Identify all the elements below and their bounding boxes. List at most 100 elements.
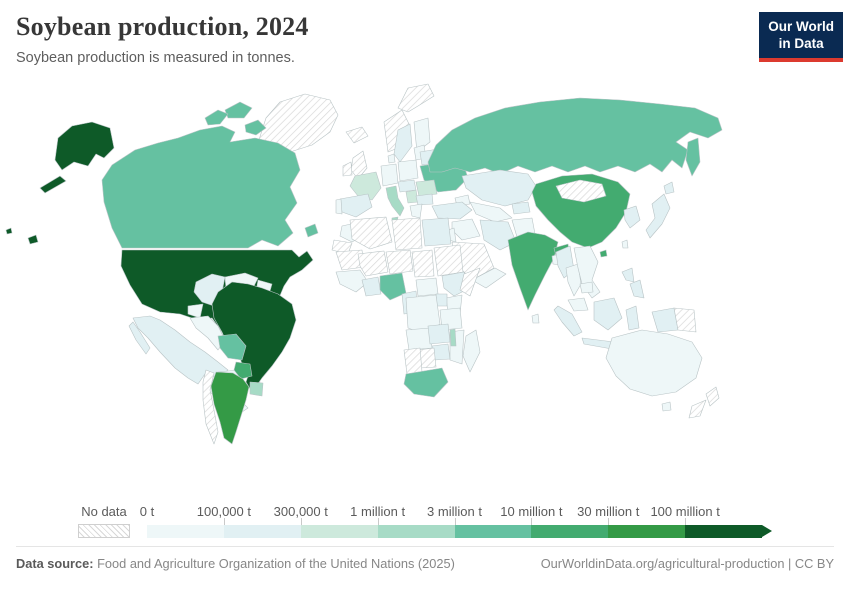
legend-bin-b3[interactable]: 1 million t (350, 504, 455, 538)
country-baja[interactable] (128, 321, 151, 355)
country-malaysia[interactable] (567, 297, 589, 312)
country-newfoundland[interactable] (304, 223, 319, 238)
country-canada[interactable] (101, 125, 301, 249)
country-philippines[interactable] (621, 267, 635, 283)
country-kamchatka[interactable] (685, 137, 701, 177)
country-italy[interactable] (385, 185, 405, 217)
country-uganda[interactable] (435, 293, 448, 307)
country-taiwan[interactable] (621, 239, 629, 249)
country-iran[interactable] (479, 219, 517, 251)
country-west-papua[interactable] (651, 307, 679, 333)
country-bolivia[interactable] (217, 333, 247, 361)
country-iceland[interactable] (345, 126, 369, 144)
country-russia[interactable] (427, 97, 723, 175)
country-canada-arctic[interactable] (224, 101, 253, 119)
legend-bin-label: 10 million t (500, 504, 563, 519)
country-zambia[interactable] (427, 323, 451, 345)
country-new-zealand-north[interactable] (705, 386, 720, 407)
country-uzbekistan[interactable] (469, 201, 513, 223)
country-egypt[interactable] (421, 217, 452, 247)
country-poland[interactable] (397, 159, 419, 182)
country-india[interactable] (507, 231, 559, 311)
country-japan[interactable] (645, 193, 671, 239)
country-malawi[interactable] (449, 328, 457, 347)
country-cambodia[interactable] (579, 281, 594, 294)
country-france[interactable] (349, 171, 382, 201)
country-romania[interactable] (415, 179, 438, 197)
country-south-africa[interactable] (403, 367, 449, 398)
legend-bin-b5[interactable]: 10 million t (500, 504, 609, 538)
country-madagascar[interactable] (462, 329, 481, 373)
footer-link[interactable]: OurWorldinData.org/agricultural-producti… (540, 556, 834, 571)
legend-bin-label: 3 million t (427, 504, 482, 519)
country-ghana-togo-benin[interactable] (361, 276, 382, 297)
country-namibia[interactable] (403, 347, 423, 375)
country-canada-arctic[interactable] (204, 109, 229, 126)
country-turkey[interactable] (431, 201, 473, 220)
country-aleutians[interactable] (39, 175, 67, 194)
country-chile[interactable] (202, 369, 219, 445)
country-spain[interactable] (339, 193, 373, 218)
legend-bin-b4[interactable]: 3 million t (427, 504, 532, 538)
country-hokkaido[interactable] (663, 181, 675, 195)
country-somalia[interactable] (459, 267, 481, 297)
country-ireland[interactable] (342, 161, 353, 177)
chart-footer: Data source: Food and Agriculture Organi… (16, 546, 834, 571)
country-new-zealand-south[interactable] (688, 399, 707, 419)
country-argentina[interactable] (210, 371, 250, 445)
country-sri-lanka[interactable] (531, 313, 540, 324)
country-uruguay[interactable] (249, 381, 264, 397)
country-korea[interactable] (623, 205, 641, 229)
country-sweden[interactable] (393, 123, 413, 163)
country-kyrgyzstan[interactable] (511, 201, 531, 215)
country-kazakhstan[interactable] (461, 169, 537, 207)
country-chad[interactable] (411, 249, 435, 278)
country-bulgaria[interactable] (415, 193, 434, 206)
country-portugal[interactable] (335, 198, 343, 215)
owid-logo[interactable]: Our World in Data (759, 12, 843, 62)
country-algeria[interactable] (349, 216, 393, 250)
country-nigeria[interactable] (379, 272, 407, 301)
country-alaska[interactable] (54, 121, 115, 171)
country-sudan[interactable] (433, 244, 464, 277)
legend-bin-b0[interactable]: 0 t (140, 504, 224, 538)
country-libya[interactable] (391, 217, 423, 251)
country-finland[interactable] (413, 117, 431, 153)
country-greece[interactable] (409, 203, 423, 219)
country-car[interactable] (415, 277, 439, 297)
country-niger[interactable] (385, 249, 414, 275)
country-vietnam[interactable] (573, 245, 601, 299)
country-sumatra[interactable] (553, 305, 583, 337)
country-borneo[interactable] (593, 297, 623, 331)
country-png[interactable] (673, 307, 697, 333)
country-mongolia[interactable] (555, 179, 607, 203)
country-hungary[interactable] (397, 179, 417, 193)
legend-no-data[interactable]: No data (78, 504, 130, 538)
country-germany[interactable] (380, 163, 399, 187)
legend-bin-b7[interactable]: 100 million t (650, 504, 762, 538)
legend-bin-b2[interactable]: 300,000 t (274, 504, 378, 538)
country-tasmania[interactable] (661, 401, 672, 412)
country-canada-arctic[interactable] (244, 119, 267, 136)
map-legend: No data 0 t 100,000 t 300,000 t 1 million t… (0, 492, 850, 538)
country-hainan[interactable] (599, 249, 608, 258)
chart-header: Soybean production, 2024 Soybean product… (0, 0, 850, 66)
country-denmark[interactable] (387, 153, 396, 164)
country-west-africa[interactable] (335, 269, 369, 293)
country-mali[interactable] (357, 250, 389, 277)
country-angola[interactable] (405, 327, 433, 351)
country-hawaii[interactable] (27, 234, 39, 245)
country-sulawesi[interactable] (625, 305, 640, 331)
country-thailand[interactable] (565, 263, 582, 297)
country-yemen-oman[interactable] (471, 267, 507, 289)
country-australia[interactable] (605, 329, 703, 397)
country-paraguay[interactable] (233, 361, 253, 380)
country-hawaii[interactable] (5, 227, 13, 235)
country-iraq[interactable] (451, 218, 481, 241)
country-china[interactable] (531, 173, 631, 249)
country-svalbard[interactable] (397, 83, 435, 113)
legend-bin-b6[interactable]: 30 million t (577, 504, 686, 538)
legend-bin-b1[interactable]: 100,000 t (197, 504, 301, 538)
legend-bin-label: 300,000 t (273, 504, 328, 519)
country-philippines[interactable] (629, 279, 645, 299)
